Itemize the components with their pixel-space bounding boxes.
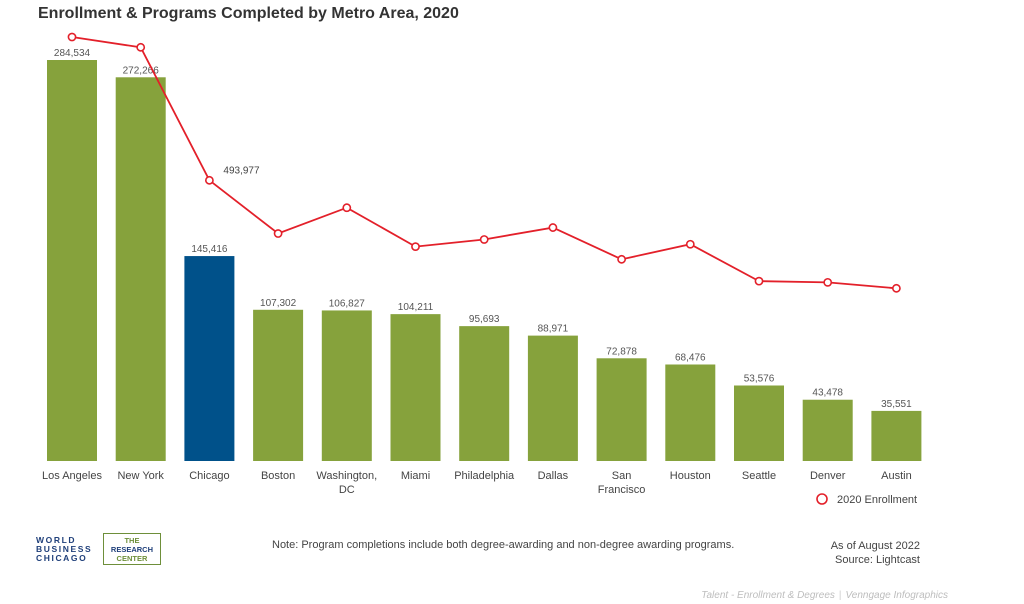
bar-chicago xyxy=(184,256,235,461)
category-label: Houston xyxy=(670,470,711,482)
category-label: Seattle xyxy=(742,470,776,482)
bar-new-york xyxy=(115,77,166,462)
enrollment-point xyxy=(548,223,558,232)
enrollment-point xyxy=(823,277,833,287)
bar-value-label: 104,211 xyxy=(398,302,434,313)
legend-label: 2020 Enrollment xyxy=(837,494,917,506)
credit-separator: | xyxy=(838,590,842,601)
category-label: Washington, DC xyxy=(316,470,377,496)
category-label: Dallas xyxy=(538,470,569,482)
enrollment-point xyxy=(617,254,626,264)
enrollment-point xyxy=(411,242,420,252)
bar-value-label: 95,693 xyxy=(469,314,500,325)
enrollment-value-label: 493,977 xyxy=(223,165,260,176)
enrollment-line-group: 493,977 xyxy=(67,32,901,293)
logo-wordmark: WORLD BUSINESS CHICAGO xyxy=(36,533,101,565)
bar-washington-dc xyxy=(321,310,372,461)
category-label: San Francisco xyxy=(598,470,646,496)
enrollment-point xyxy=(754,276,764,286)
bar-san-francisco xyxy=(596,358,647,461)
enrollment-point xyxy=(342,203,352,213)
bar-value-label: 145,416 xyxy=(191,244,228,255)
category-label: Austin xyxy=(881,470,912,482)
enrollment-point xyxy=(204,175,214,185)
credit-left: Talent - Enrollment & Degrees xyxy=(701,590,835,601)
bar-group xyxy=(47,60,922,462)
bar-value-label: 284,534 xyxy=(54,48,91,59)
bar-value-label: 272,266 xyxy=(123,65,160,76)
bar-value-label: 107,302 xyxy=(260,298,297,309)
bar-value-label: 106,827 xyxy=(329,298,366,309)
category-label: New York xyxy=(117,470,164,482)
badge-word-1: THE xyxy=(124,535,140,545)
category-label: Philadelphia xyxy=(454,470,515,482)
category-label: Los Angeles xyxy=(42,470,102,482)
bar-houston xyxy=(665,364,716,461)
category-label: Chicago xyxy=(189,470,229,482)
enrollment-point xyxy=(685,239,695,249)
logo-word-1: WORLD xyxy=(36,534,77,545)
source-line: Source: Lightcast xyxy=(835,554,920,566)
logo-word-2: BUSINESS xyxy=(36,543,93,554)
bar-value-label: 35,551 xyxy=(881,399,912,410)
bar-value-labels: 284,534 272,266 145,416 107,302 106,827 104,2… xyxy=(54,48,912,410)
bar-value-label: 72,878 xyxy=(606,346,637,357)
category-labels: Los Angeles New York Chicago Boston Washingt… xyxy=(42,470,912,496)
bar-miami xyxy=(390,314,441,461)
as-of-source: As of August 2022 Source: Lightcast xyxy=(831,539,920,567)
badge-word-3: CENTER xyxy=(116,553,148,563)
bar-value-label: 68,476 xyxy=(675,352,706,363)
research-center-badge: THE RESEARCH CENTER xyxy=(102,533,161,565)
category-label: Miami xyxy=(401,470,430,482)
category-label: Boston xyxy=(261,470,295,482)
bar-value-label: 53,576 xyxy=(744,373,775,384)
bar-philadelphia xyxy=(459,326,510,461)
credit-line: Talent - Enrollment & Degrees | Venngage I… xyxy=(701,590,948,601)
footnote: Note: Program completions include both d… xyxy=(272,539,735,551)
credit-right: Venngage Infographics xyxy=(845,590,949,601)
legend: 2020 Enrollment xyxy=(816,493,917,506)
bar-value-label: 88,971 xyxy=(538,324,569,335)
enrollment-point xyxy=(67,32,77,42)
bar-line-chart: 284,534 272,266 145,416 107,302 106,827 104,2… xyxy=(42,32,922,506)
category-label: Denver xyxy=(810,470,846,482)
logo-word-3: CHICAGO xyxy=(36,552,88,563)
bar-value-label: 43,478 xyxy=(812,388,843,399)
enrollment-point xyxy=(136,42,146,52)
bar-austin xyxy=(871,410,922,461)
as-of-date: As of August 2022 xyxy=(830,540,920,552)
bar-boston xyxy=(253,309,304,461)
world-business-chicago-logo: WORLD BUSINESS CHICAGO THE RESEARCH CENT… xyxy=(36,533,161,565)
enrollment-point xyxy=(479,235,489,244)
enrollment-point xyxy=(273,229,283,238)
bar-seattle xyxy=(734,385,784,461)
enrollment-point xyxy=(892,283,901,293)
badge-word-2: RESEARCH xyxy=(110,544,153,554)
bar-los-angeles xyxy=(47,60,97,461)
bar-denver xyxy=(802,399,853,461)
legend-marker xyxy=(816,493,828,505)
chart-title: Enrollment & Programs Completed by Metro… xyxy=(38,5,459,22)
bar-dallas xyxy=(527,335,578,461)
